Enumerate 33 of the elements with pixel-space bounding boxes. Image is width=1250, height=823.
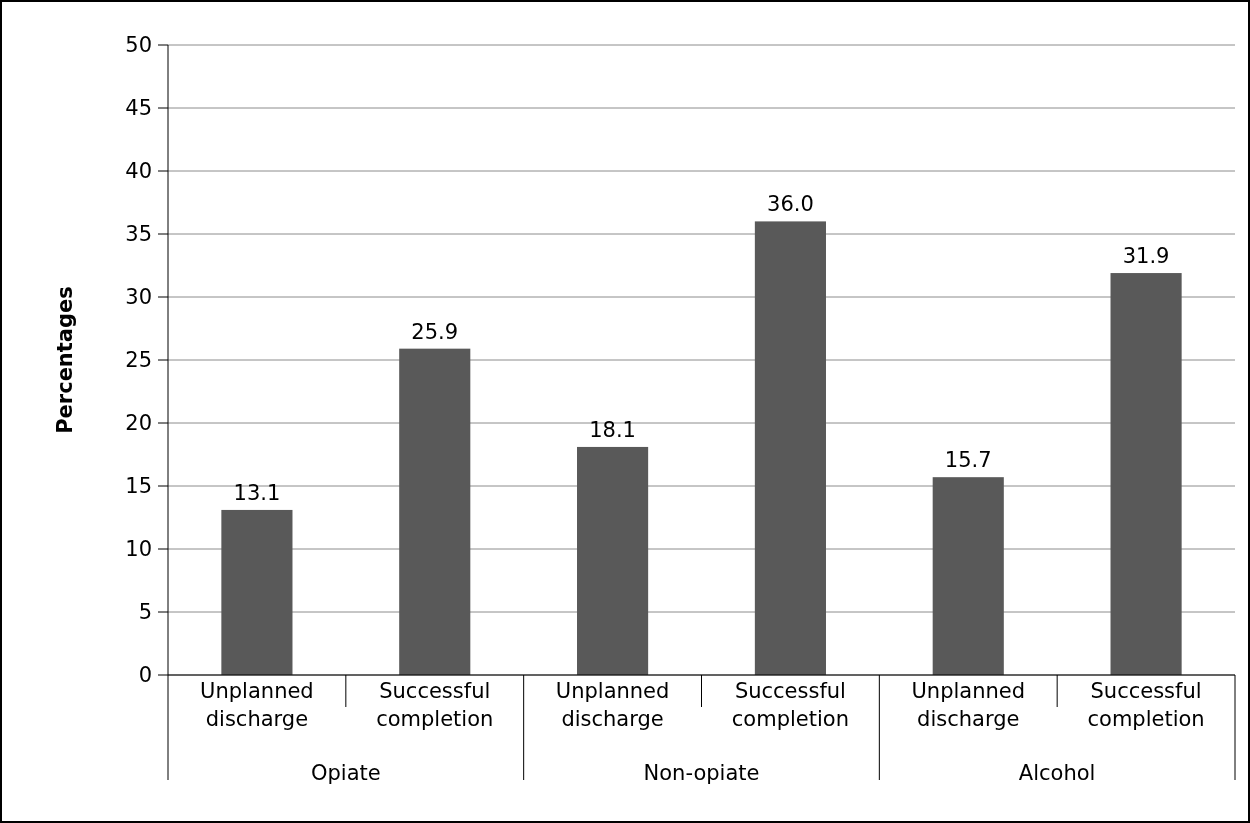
y-tick-label: 25 [125, 348, 152, 373]
y-tick-label: 5 [138, 600, 152, 625]
bar [221, 509, 293, 675]
x-tick-label: Alcohol [1018, 761, 1096, 785]
data-label: 13.1 [233, 480, 281, 505]
y-tick-label: 40 [125, 159, 152, 184]
bar [932, 477, 1004, 675]
series-label: Successful completion [376, 679, 494, 731]
bar [399, 348, 471, 675]
bar [1110, 273, 1182, 675]
y-tick-label: 30 [125, 285, 152, 310]
x-tick-label: Non-opiate [643, 761, 760, 785]
y-tick-label: 45 [125, 96, 152, 121]
data-label: 36.0 [767, 192, 814, 217]
text: Unplanned discharge [200, 679, 314, 731]
y-axis-title: Percentages [53, 286, 77, 434]
series-label: Unplanned discharge [911, 679, 1026, 731]
y-tick-label: 0 [138, 663, 152, 688]
y-tick-label: 50 [125, 33, 152, 58]
text: Successful completion [731, 679, 849, 731]
text: Successful completion [1087, 679, 1205, 731]
data-label: 18.1 [589, 417, 636, 442]
x-tick-label: Opiate [310, 761, 381, 785]
y-tick-label: 10 [125, 537, 152, 562]
y-tick-label: 20 [125, 411, 152, 436]
data-label: 31.9 [1122, 244, 1170, 269]
bar [577, 446, 649, 675]
text: Unplanned discharge [555, 679, 670, 731]
data-label: 25.9 [411, 319, 459, 344]
data-label: 15.7 [944, 448, 992, 473]
bar [754, 221, 826, 675]
y-tick-label: 15 [125, 474, 152, 499]
y-tick-label: 35 [125, 222, 152, 247]
